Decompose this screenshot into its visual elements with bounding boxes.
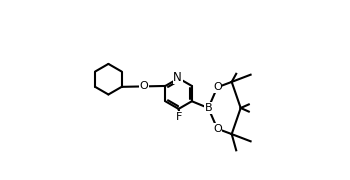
Text: N: N: [173, 71, 182, 84]
Text: O: O: [213, 124, 222, 134]
Text: F: F: [176, 112, 183, 122]
Text: O: O: [213, 82, 222, 92]
Text: O: O: [140, 81, 148, 91]
Text: B: B: [204, 103, 212, 113]
